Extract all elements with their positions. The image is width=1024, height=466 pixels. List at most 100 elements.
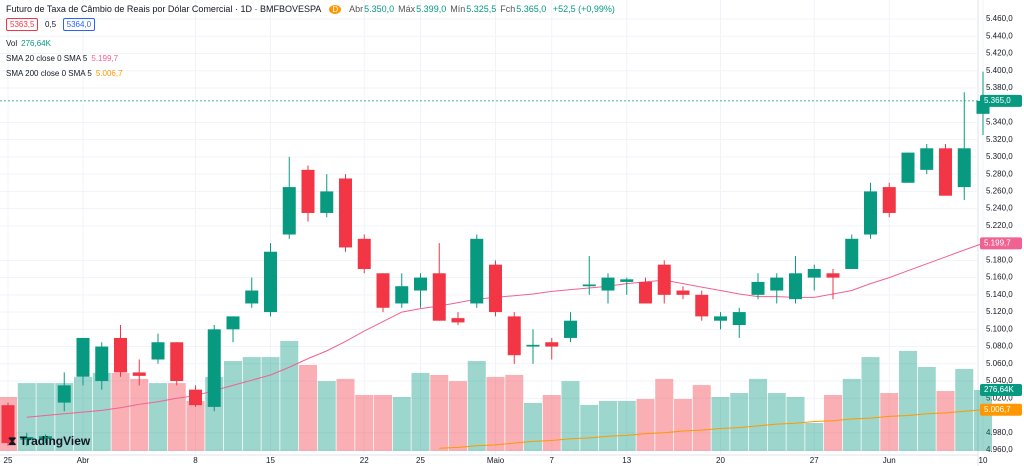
title: Futuro de Taxa de Câmbio de Reais por Dó…	[6, 4, 321, 14]
candle-body	[864, 191, 877, 235]
bid[interactable]: 5363,5	[6, 18, 39, 31]
ohlc-value: 5.399,0	[416, 4, 447, 14]
candle-body	[95, 346, 109, 382]
volume-bar	[430, 374, 449, 451]
volume-bar	[130, 378, 149, 451]
volume-bar	[730, 393, 749, 451]
candle-body	[845, 238, 859, 269]
volume-bar	[955, 368, 974, 451]
y-tick-label: 5.080,0	[986, 342, 1013, 351]
candle-body	[57, 385, 71, 403]
candle-body	[357, 238, 371, 269]
price-badge-label: 5.006,7	[984, 405, 1011, 414]
header: Futuro de Taxa de Câmbio de Reais por Dó…	[6, 4, 615, 14]
volume-bar	[261, 357, 280, 451]
x-tick-label: 25	[4, 456, 13, 465]
volume-bar	[749, 378, 767, 451]
volume-bar	[805, 422, 824, 451]
ohlc-value: 5.365,0	[516, 4, 547, 14]
volume-bar	[505, 374, 524, 451]
price-badge	[980, 403, 1022, 416]
volume-bar	[617, 400, 636, 451]
volume-bar	[711, 396, 730, 451]
x-tick-label: 15	[266, 456, 275, 465]
candle-body	[226, 316, 240, 330]
candle-body	[564, 320, 577, 338]
brand: ⧗ TradingView	[8, 434, 91, 448]
candle-body	[939, 148, 952, 196]
candle-body	[132, 372, 146, 376]
candle-body	[882, 187, 896, 213]
indicator-value: 5.199,7	[91, 54, 119, 63]
volume-bar	[524, 402, 542, 451]
candle-body	[489, 264, 502, 313]
candle-body	[20, 437, 34, 440]
y-tick-label: 5.260,0	[986, 187, 1013, 196]
volume-bar	[280, 340, 299, 451]
y-tick-label: 5.440,0	[986, 31, 1013, 40]
volume-bar	[92, 372, 111, 451]
candle-body	[676, 290, 690, 295]
ask[interactable]: 5364,0	[62, 18, 96, 31]
x-tick-label: Maio	[487, 456, 505, 465]
y-tick-label: 5.300,0	[986, 152, 1013, 161]
candle-body	[189, 389, 202, 406]
candle-body	[301, 169, 315, 213]
x-tick-label: 13	[622, 456, 631, 465]
volume-bar	[186, 400, 205, 451]
volume-bar	[674, 398, 692, 451]
x-tick-label: 8	[193, 456, 198, 465]
candle-body	[395, 286, 409, 304]
y-tick-label: 5.280,0	[986, 169, 1013, 178]
y-tick-label: 5.320,0	[986, 135, 1013, 144]
candle-body	[901, 152, 915, 183]
y-tick-label: 5.220,0	[986, 221, 1013, 230]
candle-body	[1, 405, 15, 444]
indicators: Vol 276,64K SMA 20 close 0 SMA 5 5.199,7 SMA…	[6, 36, 123, 81]
candle-body	[807, 268, 821, 278]
volume-bar	[486, 376, 505, 451]
spread: 0,5	[44, 20, 57, 29]
y-tick-label: 5.180,0	[986, 255, 1013, 264]
volume-bar	[561, 381, 580, 451]
volume-bar	[880, 393, 899, 451]
x-tick-label: Jun	[883, 456, 896, 465]
ohlc: Abr5.350,0 Máx5.399,0 Mín5.325,5 Fch5.365,0	[349, 4, 550, 14]
volume-bar	[317, 381, 336, 451]
candle-body	[657, 264, 671, 295]
candle-body	[545, 342, 559, 347]
ohlc-name: Mín	[450, 4, 466, 14]
candle-body	[601, 277, 615, 291]
volume-bar	[767, 393, 786, 451]
volume-bar	[786, 396, 805, 451]
ohlc-name: Máx	[398, 4, 416, 14]
volume-bar	[149, 383, 167, 451]
brand-name: TradingView	[19, 434, 91, 448]
candle-body	[151, 342, 165, 360]
candle-body	[920, 148, 934, 170]
y-tick-label: 5.420,0	[986, 49, 1013, 58]
volume-bar	[917, 366, 936, 451]
volume-bar	[74, 376, 92, 451]
candle-body	[582, 284, 596, 287]
ohlc-value: 5.325,5	[466, 4, 497, 14]
y-tick-label: 5.400,0	[986, 66, 1013, 75]
x-tick-label: Abr	[77, 456, 90, 465]
volume-bar	[824, 394, 842, 451]
candle-body	[620, 279, 634, 282]
y-tick-label: 5.140,0	[986, 290, 1013, 299]
candle-body	[770, 277, 784, 291]
price-badge	[980, 94, 1022, 107]
volume-bar	[111, 372, 130, 451]
y-tick-label: 5.380,0	[986, 83, 1013, 92]
candle-body	[751, 281, 765, 295]
y-tick-label: 5.340,0	[986, 118, 1013, 127]
indicator-name: SMA 200 close 0 SMA 5	[6, 69, 92, 78]
candle-body	[245, 290, 259, 304]
volume-bar	[299, 365, 317, 451]
indicator-value: 276,64K	[21, 39, 51, 48]
volume-bar	[974, 390, 992, 451]
sma-line	[439, 409, 984, 449]
volume-bar	[224, 361, 242, 451]
